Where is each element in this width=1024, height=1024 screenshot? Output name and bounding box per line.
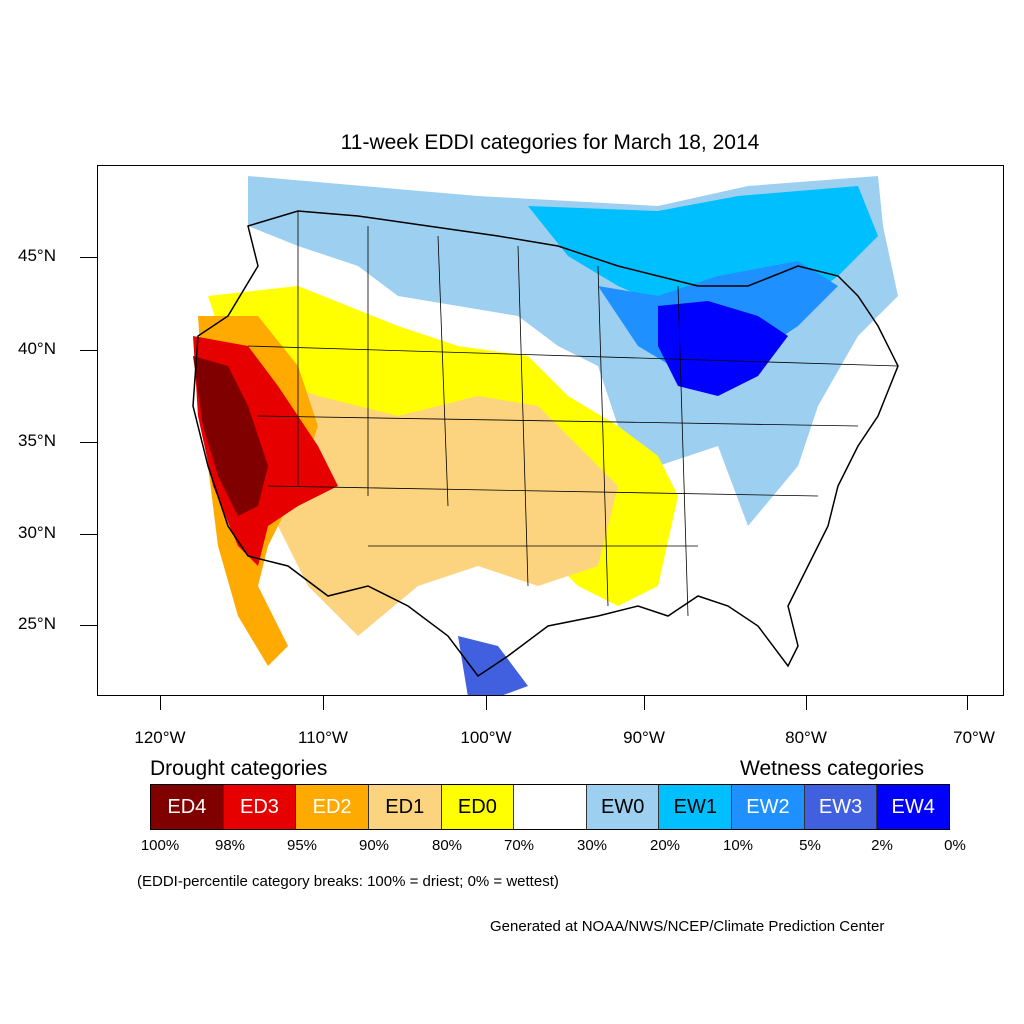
break-label: 2% (871, 837, 893, 854)
lat-tick (80, 625, 97, 626)
dry-region-ed4 (193, 356, 268, 516)
lat-label-35: 35°N (18, 431, 56, 450)
break-label: 100% (140, 837, 180, 854)
map-title: 11-week EDDI categories for March 18, 20… (340, 131, 760, 154)
lon-tick (967, 696, 968, 710)
lat-tick (80, 442, 97, 443)
lon-label-90w: 90°W (623, 728, 665, 747)
lon-tick (644, 696, 645, 710)
legend-ew1: EW1 (659, 785, 733, 829)
lon-tick (806, 696, 807, 710)
lon-tick (486, 696, 487, 710)
legend-ed0: ED0 (441, 785, 515, 829)
break-label: 95% (286, 837, 318, 854)
legend-ed2: ED2 (296, 785, 369, 829)
legend-ed4: ED4 (151, 785, 224, 829)
wetness-heading: Wetness categories (740, 757, 925, 780)
legend-ed3: ED3 (223, 785, 297, 829)
legend-ew0: EW0 (586, 785, 660, 829)
lon-label-110w: 110°W (298, 728, 348, 747)
break-label: 98% (214, 837, 246, 854)
break-label: 30% (576, 837, 608, 854)
lat-label-45: 45°N (18, 246, 56, 265)
lat-tick (80, 534, 97, 535)
credit-line: Generated at NOAA/NWS/NCEP/Climate Predi… (490, 918, 885, 935)
eddi-map (192, 176, 899, 695)
break-label: 20% (649, 837, 681, 854)
drought-heading: Drought categories (150, 757, 328, 780)
lon-label-120w: 120°W (134, 728, 186, 747)
lon-tick (160, 696, 161, 710)
legend-ew3: EW3 (804, 785, 878, 829)
break-label: 10% (722, 837, 754, 854)
break-label: 90% (358, 837, 390, 854)
state-lines (247, 211, 899, 617)
legend-ed1: ED1 (368, 785, 442, 829)
lat-label-30: 30°N (18, 523, 56, 542)
lat-label-40: 40°N (18, 339, 56, 358)
dry-region-ed1 (228, 366, 618, 636)
wet-region-ew4 (658, 301, 788, 396)
lat-tick (80, 350, 97, 351)
lat-tick (80, 257, 97, 258)
legend-neutral (514, 785, 587, 829)
lat-label-25: 25°N (18, 614, 56, 633)
break-label: 80% (431, 837, 463, 854)
break-label: 5% (799, 837, 821, 854)
break-label: 70% (503, 837, 535, 854)
lon-label-80w: 80°W (785, 728, 827, 747)
us-outline (192, 210, 899, 678)
lon-tick (323, 696, 324, 710)
legend-ew2: EW2 (732, 785, 805, 829)
lon-label-100w: 100°W (460, 728, 512, 747)
category-note: (EDDI-percentile category breaks: 100% =… (137, 873, 559, 890)
lon-label-70w: 70°W (953, 728, 995, 747)
legend-ew4: EW4 (877, 785, 950, 829)
break-label: 0% (944, 837, 966, 854)
legend-bar: ED4 ED3 ED2 ED1 ED0 EW0 EW1 EW2 EW3 EW4 (150, 784, 950, 830)
map-panel (97, 165, 1004, 696)
